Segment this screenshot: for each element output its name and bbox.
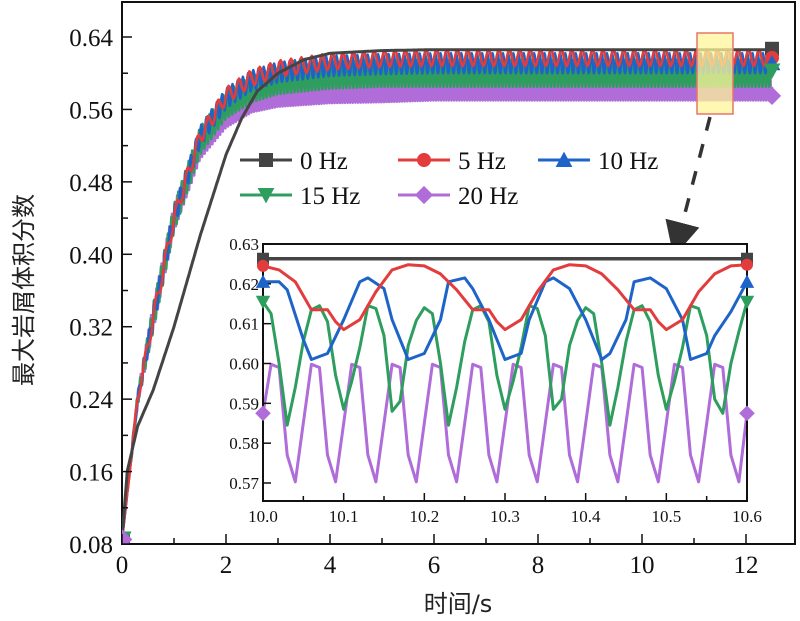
inset-y-tick-label: 0.61 [229,315,259,334]
inset-y-tick-label: 0.59 [229,394,259,413]
inset-start-marker-15hz [255,295,271,309]
y-tick-label: 0.16 [69,460,113,487]
main-end-marker-15hz [763,63,781,79]
x-tick-label: 4 [324,552,337,579]
legend-label: 0 Hz [300,148,348,175]
inset-x-tick-label: 10.3 [490,507,520,526]
y-tick-label: 0.48 [69,170,113,197]
y-axis-title: 最大岩屑体积分数 [10,194,38,386]
inset-x-tick-label: 10.6 [732,507,762,526]
y-tick-label: 0.08 [69,532,113,559]
legend-label: 5 Hz [458,148,506,175]
inset-end-marker-10hz [739,274,755,288]
main-start-marker-20hz [122,529,133,544]
x-tick-label: 0 [116,552,129,579]
legend-item-10hz: 10 Hz [538,148,658,175]
legend-item-20hz: 20 Hz [398,183,518,210]
x-axis-title: 时间/s [424,590,493,618]
main-series-line-0hz [122,48,773,540]
legend-marker-square-icon [259,153,273,167]
inset-x-tick-label: 10.4 [571,507,601,526]
x-tick-label: 6 [428,552,441,579]
inset-end-marker-5hz [741,258,753,271]
legend-marker-diamond-icon [414,185,434,205]
inset-series-group [263,256,747,484]
main-end-marker-20hz [762,86,782,105]
inset-x-tick-label: 10.0 [248,507,278,526]
inset-series-line-15hz [263,300,747,427]
inset-end-marker-20hz [739,405,755,422]
y-tick-label: 0.56 [69,97,113,124]
inset-x-tick-label: 10.1 [329,507,359,526]
legend-label: 10 Hz [598,148,658,175]
main-axes: 0 2 4 6 8 10 12 0.08 0.16 0.24 0.32 0.40 0.48 0.56 0.6… [69,25,758,579]
inset-markers [255,252,755,422]
inset-x-tick-label: 10.5 [651,507,681,526]
x-tick-label: 2 [220,552,233,579]
y-tick-label: 0.24 [69,387,113,414]
x-tick-label: 10 [630,552,655,579]
highlight-zoom-region [696,32,734,115]
x-tick-label: 12 [734,552,759,579]
inset-y-tick-label: 0.60 [229,355,259,374]
inset-start-marker-10hz [255,274,271,288]
legend-item-15hz: 15 Hz [240,183,360,210]
legend-label: 20 Hz [458,183,518,210]
legend-item-0hz: 0 Hz [240,148,348,175]
legend-label: 15 Hz [300,183,360,210]
inset-start-marker-20hz [255,405,271,422]
x-tick-label: 8 [532,552,545,579]
inset-end-marker-15hz [739,295,755,309]
inset-y-tick-label: 0.58 [229,434,259,453]
inset-start-marker-5hz [257,259,269,272]
inset-y-tick-label: 0.57 [229,474,259,493]
inset-y-tick-label: 0.63 [229,235,259,254]
inset-x-tick-label: 10.2 [409,507,439,526]
inset-series-line-10hz [263,276,747,361]
main-plot-frame [121,1,796,545]
main-series-group [122,41,782,544]
legend-item-5hz: 5 Hz [398,148,506,175]
y-tick-label: 0.64 [69,25,113,52]
legend: 0 Hz 5 Hz 10 Hz 15 Hz 20 Hz [240,148,658,210]
legend-marker-circle-icon [417,153,431,167]
main-markers [122,41,782,544]
inset-series-line-5hz [263,263,747,332]
inset-axes: 10.0 10.1 10.2 10.3 10.4 10.5 10.6 0.57 0.58 0.59… [229,235,762,526]
legend-marker-triangle-down-icon [257,188,275,204]
legend-marker-triangle-up-icon [555,151,573,167]
inset-series-line-20hz [263,362,747,484]
zoom-arrow [665,116,712,257]
inset-y-tick-label: 0.62 [229,275,259,294]
y-tick-label: 0.40 [69,242,113,269]
y-tick-label: 0.32 [69,315,113,342]
